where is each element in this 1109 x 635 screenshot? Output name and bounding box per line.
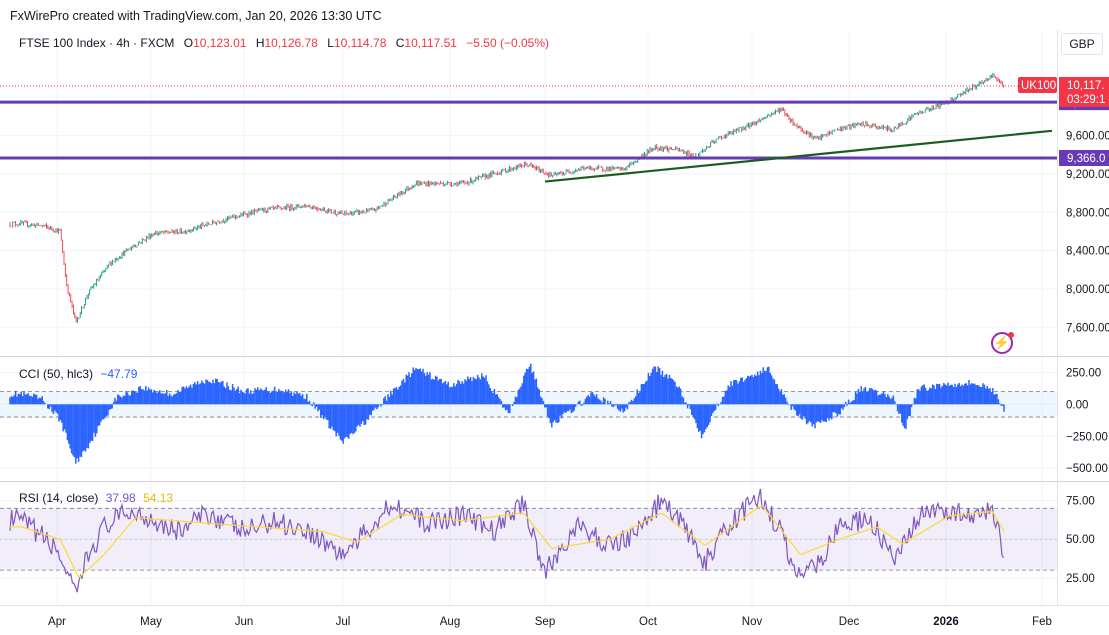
rsi-axis-tick: 75.00 bbox=[1066, 496, 1095, 508]
symbol-name[interactable]: FTSE 100 Index · 4h · FXCM bbox=[19, 36, 175, 50]
cci-axis-tick: −500.00 bbox=[1066, 463, 1108, 475]
change-value: −5.50 (−0.05%) bbox=[466, 36, 549, 50]
rsi-ma-line bbox=[10, 504, 1005, 578]
trendline bbox=[544, 129, 1053, 183]
current-price-label: 10,117. bbox=[1067, 80, 1105, 92]
level-price-tag bbox=[1059, 150, 1109, 167]
low-label: L bbox=[327, 36, 334, 50]
ticker-tag bbox=[1018, 76, 1057, 93]
time-axis-tick: Dec bbox=[839, 616, 860, 628]
open-label: O bbox=[183, 36, 194, 50]
cci-legend[interactable]: CCI (50, hlc3) −47.79 bbox=[19, 367, 137, 381]
rsi-axis-tick: 25.00 bbox=[1066, 573, 1095, 585]
rsi-value: 37.98 bbox=[105, 491, 136, 505]
gridlines bbox=[0, 30, 1057, 605]
time-axis-tick: May bbox=[140, 616, 162, 628]
credit-bar: FxWirePro created with TradingView.com, … bbox=[0, 0, 1109, 30]
time-axis-tick: Feb bbox=[1032, 616, 1052, 628]
bolt-icon[interactable]: ⚡ bbox=[991, 332, 1013, 354]
price-axis-tick: 7,600.00 bbox=[1066, 322, 1109, 334]
cci-value: −47.79 bbox=[100, 367, 138, 381]
rsi-legend[interactable]: RSI (14, close) 37.98 54.13 bbox=[19, 491, 173, 505]
time-axis-tick: Sep bbox=[535, 616, 555, 628]
current-price-tag bbox=[1059, 76, 1109, 107]
high-value: 10,126.78 bbox=[264, 36, 318, 50]
credit-text: FxWirePro created with TradingView.com, … bbox=[10, 9, 382, 23]
rsi-ma-value: 54.13 bbox=[143, 491, 174, 505]
cci-name: CCI (50, hlc3) bbox=[19, 367, 94, 381]
ticker-label: UK100 bbox=[1021, 80, 1056, 92]
rsi-name: RSI (14, close) bbox=[19, 491, 99, 505]
time-axis-tick: Oct bbox=[639, 616, 658, 628]
cci-axis-tick: 0.00 bbox=[1066, 399, 1088, 411]
price-axis-tick: 9,600.00 bbox=[1066, 131, 1109, 143]
price-axis-tick: 8,400.00 bbox=[1066, 246, 1109, 258]
cci-axis-tick: −250.00 bbox=[1066, 431, 1108, 443]
time-axis-tick: 2026 bbox=[933, 616, 959, 628]
time-axis-tick: Jun bbox=[235, 616, 254, 628]
currency-button[interactable]: GBP bbox=[1061, 33, 1103, 55]
rsi-band-fill bbox=[0, 508, 1057, 571]
time-axis-tick: Aug bbox=[440, 616, 460, 628]
countdown-label: 03:29:1 bbox=[1067, 94, 1105, 106]
time-axis-tick: Nov bbox=[742, 616, 763, 628]
symbol-legend: FTSE 100 Index · 4h · FXCM O10,123.01 H1… bbox=[19, 36, 555, 50]
price-axis-tick: 8,800.00 bbox=[1066, 207, 1109, 219]
cci-histogram bbox=[9, 363, 1005, 464]
high-label: H bbox=[255, 36, 265, 50]
open-value: 10,123.01 bbox=[193, 36, 247, 50]
rsi-axis-tick: 50.00 bbox=[1066, 534, 1095, 546]
rsi-line bbox=[9, 488, 1005, 593]
price-axis-tick: 8,000.00 bbox=[1066, 284, 1109, 296]
price-axis-tick: 9,200.00 bbox=[1066, 169, 1109, 181]
close-value: 10,117.51 bbox=[404, 36, 457, 50]
candles bbox=[9, 72, 1005, 323]
time-axis-tick: Apr bbox=[48, 616, 66, 628]
notification-dot bbox=[1008, 332, 1014, 338]
time-axis-tick: Jul bbox=[336, 616, 351, 628]
cci-axis-tick: 250.00 bbox=[1066, 367, 1101, 379]
level-price-label: 9,366.0 bbox=[1067, 153, 1105, 165]
close-label: C bbox=[395, 36, 405, 50]
low-value: 10,114.78 bbox=[333, 36, 387, 50]
